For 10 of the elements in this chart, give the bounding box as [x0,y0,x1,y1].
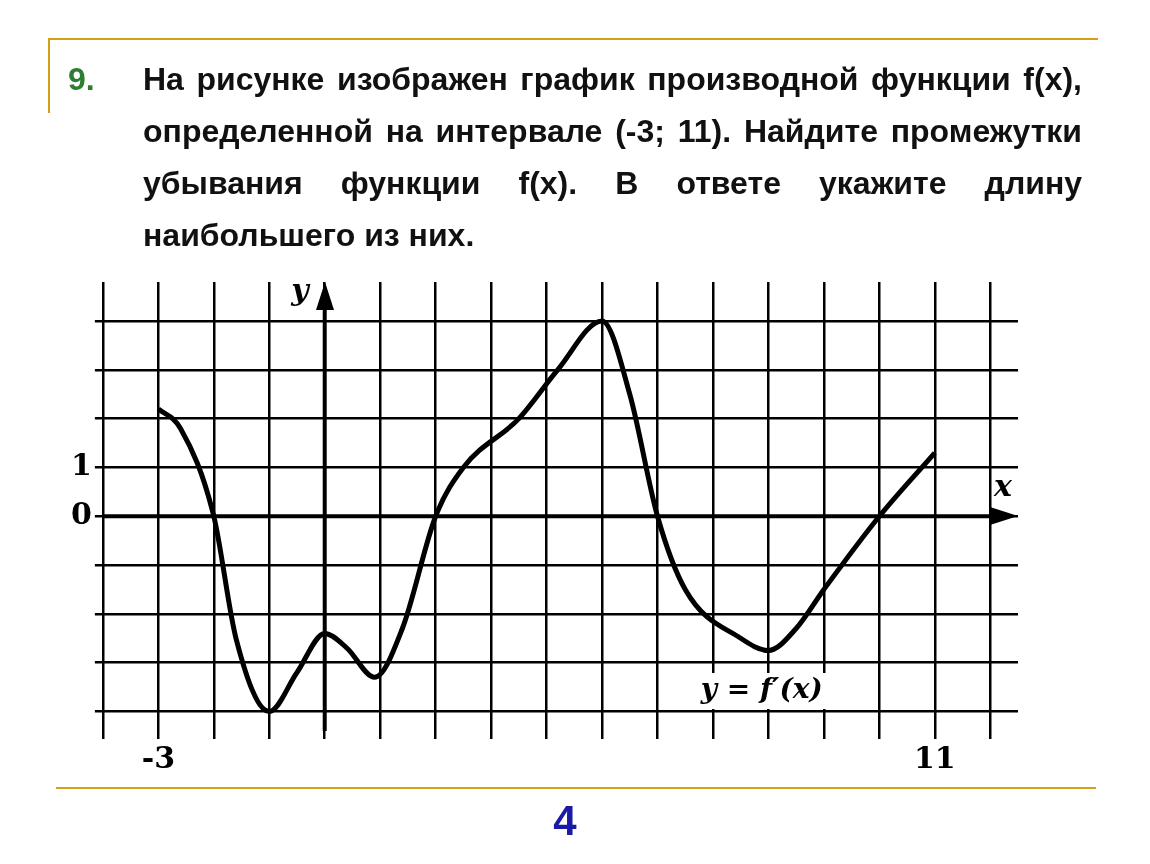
y-tick-label: 0 [71,496,92,532]
x-tick-label: 11 [913,739,956,775]
x-axis-title: x [993,468,1014,504]
text: 4 [552,797,578,845]
y-axis-title: y [290,271,312,307]
annotation: y = f′(x) [699,672,823,706]
x-tick-label: -3 [141,739,175,775]
y-tick-label: 1 [71,447,92,483]
text: 9. [68,60,96,99]
chart-title: На рисунке изображен график производной функции f(x), определенной на интервале (-3; 11). Найдите промежутки убывания функции f(x). В ответе укажите длину наибольшего из них. [143,60,1082,255]
